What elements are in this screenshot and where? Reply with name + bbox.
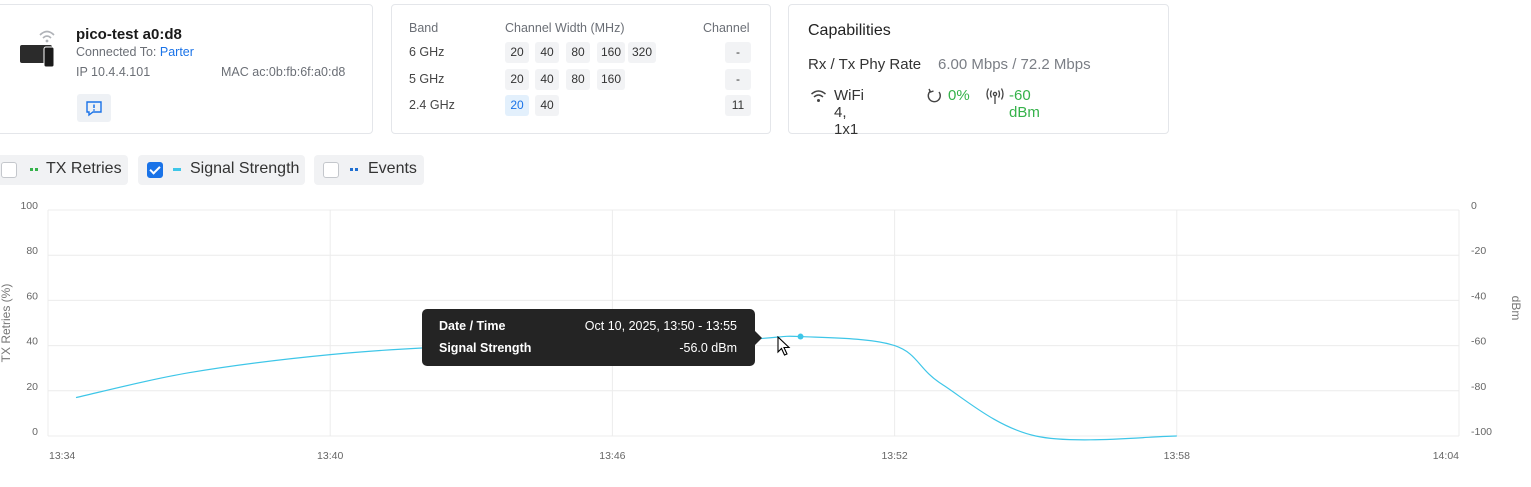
band-header: Band bbox=[409, 21, 439, 35]
y-left-tick-label: 60 bbox=[26, 290, 38, 302]
wifi-icon bbox=[811, 90, 826, 102]
channel-chip: - bbox=[725, 69, 751, 90]
channel-width-header: Channel Width (MHz) bbox=[505, 21, 625, 35]
connected-label: Connected To: bbox=[76, 45, 157, 59]
x-tick-label: 13:58 bbox=[1164, 450, 1190, 462]
tx-retries-legend-mark bbox=[30, 168, 33, 171]
tooltip-date-value: Oct 10, 2025, 13:50 - 13:55 bbox=[584, 319, 737, 333]
x-tick-label: 13:40 bbox=[317, 450, 343, 462]
x-tick-label: 13:34 bbox=[49, 450, 75, 462]
signal-strength-label: Signal Strength bbox=[190, 160, 300, 177]
events-legend-mark bbox=[355, 168, 358, 171]
y-left-tick-label: 80 bbox=[26, 245, 38, 257]
width-chip: 40 bbox=[535, 95, 559, 116]
connected-ap-link[interactable]: Parter bbox=[159, 45, 194, 59]
tooltip-arrow bbox=[755, 331, 762, 345]
signal-chart: 100 80 60 40 20 0 0 -20 -40 -60 -80 -100 13:34 13:40 1… bbox=[0, 200, 1523, 462]
width-chip: 80 bbox=[566, 42, 590, 63]
toggle-signal-strength[interactable]: Signal Strength bbox=[138, 155, 305, 185]
y-right-tick-label: -20 bbox=[1471, 245, 1486, 257]
y-right-tick-label: -100 bbox=[1471, 426, 1492, 438]
band-6ghz: 6 GHz bbox=[409, 45, 445, 59]
width-chip: 20 bbox=[505, 69, 529, 90]
y-right-tick-label: 0 bbox=[1471, 200, 1477, 212]
tx-retries-label: TX Retries bbox=[46, 160, 122, 177]
channel-header: Channel bbox=[703, 21, 750, 35]
chart-tooltip: Date / Time Oct 10, 2025, 13:50 - 13:55 … bbox=[422, 309, 762, 366]
device-ip: IP 10.4.4.101 bbox=[76, 65, 151, 79]
band-5ghz: 5 GHz bbox=[409, 72, 445, 86]
feedback-button[interactable] bbox=[77, 94, 111, 122]
width-chip: 20 bbox=[505, 42, 529, 63]
antenna-signal-icon bbox=[986, 88, 1004, 104]
hover-point bbox=[797, 333, 804, 340]
capabilities-title: Capabilities bbox=[808, 22, 891, 39]
signal-value: -60 dBm bbox=[1009, 87, 1040, 121]
width-chip: 40 bbox=[535, 69, 559, 90]
width-chip: 320 bbox=[628, 42, 656, 63]
y-left-tick-label: 0 bbox=[32, 426, 38, 438]
bands-card: Band Channel Width (MHz) Channel 6 GHz 2… bbox=[391, 4, 771, 134]
events-legend-mark bbox=[350, 168, 353, 171]
tx-retries-legend-mark bbox=[35, 168, 38, 171]
device-card: pico-test a0:d8 Connected To: Parter IP … bbox=[0, 4, 373, 134]
mouse-cursor-icon bbox=[777, 336, 791, 356]
signal-strength-checkbox[interactable] bbox=[147, 162, 163, 178]
channel-chip: - bbox=[725, 42, 751, 63]
y-left-axis-title: TX Retries (%) bbox=[0, 284, 13, 363]
width-chip: 40 bbox=[535, 42, 559, 63]
feedback-icon bbox=[86, 101, 102, 117]
width-chip: 160 bbox=[597, 69, 625, 90]
tooltip-signal-value: -56.0 dBm bbox=[679, 341, 737, 355]
channel-chip: 11 bbox=[725, 95, 751, 116]
tooltip-date-label: Date / Time bbox=[439, 319, 506, 333]
y-right-tick-label: -60 bbox=[1471, 336, 1486, 348]
phy-rate-label: Rx / Tx Phy Rate bbox=[808, 56, 922, 73]
wifi-standard: WiFi 4, 1x1 bbox=[834, 87, 864, 138]
y-right-axis-title: dBm bbox=[1509, 296, 1523, 321]
x-tick-label: 14:04 bbox=[1433, 450, 1459, 462]
signal-strength-legend-mark bbox=[173, 168, 181, 171]
device-icon bbox=[20, 30, 55, 68]
tx-retries-checkbox[interactable] bbox=[1, 162, 17, 178]
retry-icon bbox=[927, 88, 941, 103]
y-left-tick-label: 20 bbox=[26, 381, 38, 393]
events-checkbox[interactable] bbox=[323, 162, 339, 178]
width-chip: 160 bbox=[597, 42, 625, 63]
phy-rate-value: 6.00 Mbps / 72.2 Mbps bbox=[938, 56, 1091, 73]
capabilities-card: Capabilities Rx / Tx Phy Rate 6.00 Mbps … bbox=[788, 4, 1169, 138]
x-tick-label: 13:52 bbox=[881, 450, 907, 462]
y-right-tick-label: -80 bbox=[1471, 381, 1486, 393]
device-mac: MAC ac:0b:fb:6f:a0:d8 bbox=[221, 65, 346, 79]
y-left-tick-label: 40 bbox=[26, 336, 38, 348]
width-chip: 80 bbox=[566, 69, 590, 90]
x-tick-label: 13:46 bbox=[599, 450, 625, 462]
y-right-tick-label: -40 bbox=[1471, 290, 1486, 302]
tooltip-signal-label: Signal Strength bbox=[439, 341, 532, 355]
events-label: Events bbox=[368, 160, 417, 177]
toggle-tx-retries[interactable]: TX Retries bbox=[0, 155, 128, 185]
width-chip-active: 20 bbox=[505, 95, 529, 116]
retries-value: 0% bbox=[948, 87, 970, 104]
connected-to: Connected To: Parter bbox=[76, 45, 194, 59]
device-name: pico-test a0:d8 bbox=[76, 26, 182, 43]
band-2-4ghz: 2.4 GHz bbox=[409, 98, 455, 112]
toggle-events[interactable]: Events bbox=[314, 155, 424, 185]
y-left-tick-label: 100 bbox=[20, 200, 38, 212]
